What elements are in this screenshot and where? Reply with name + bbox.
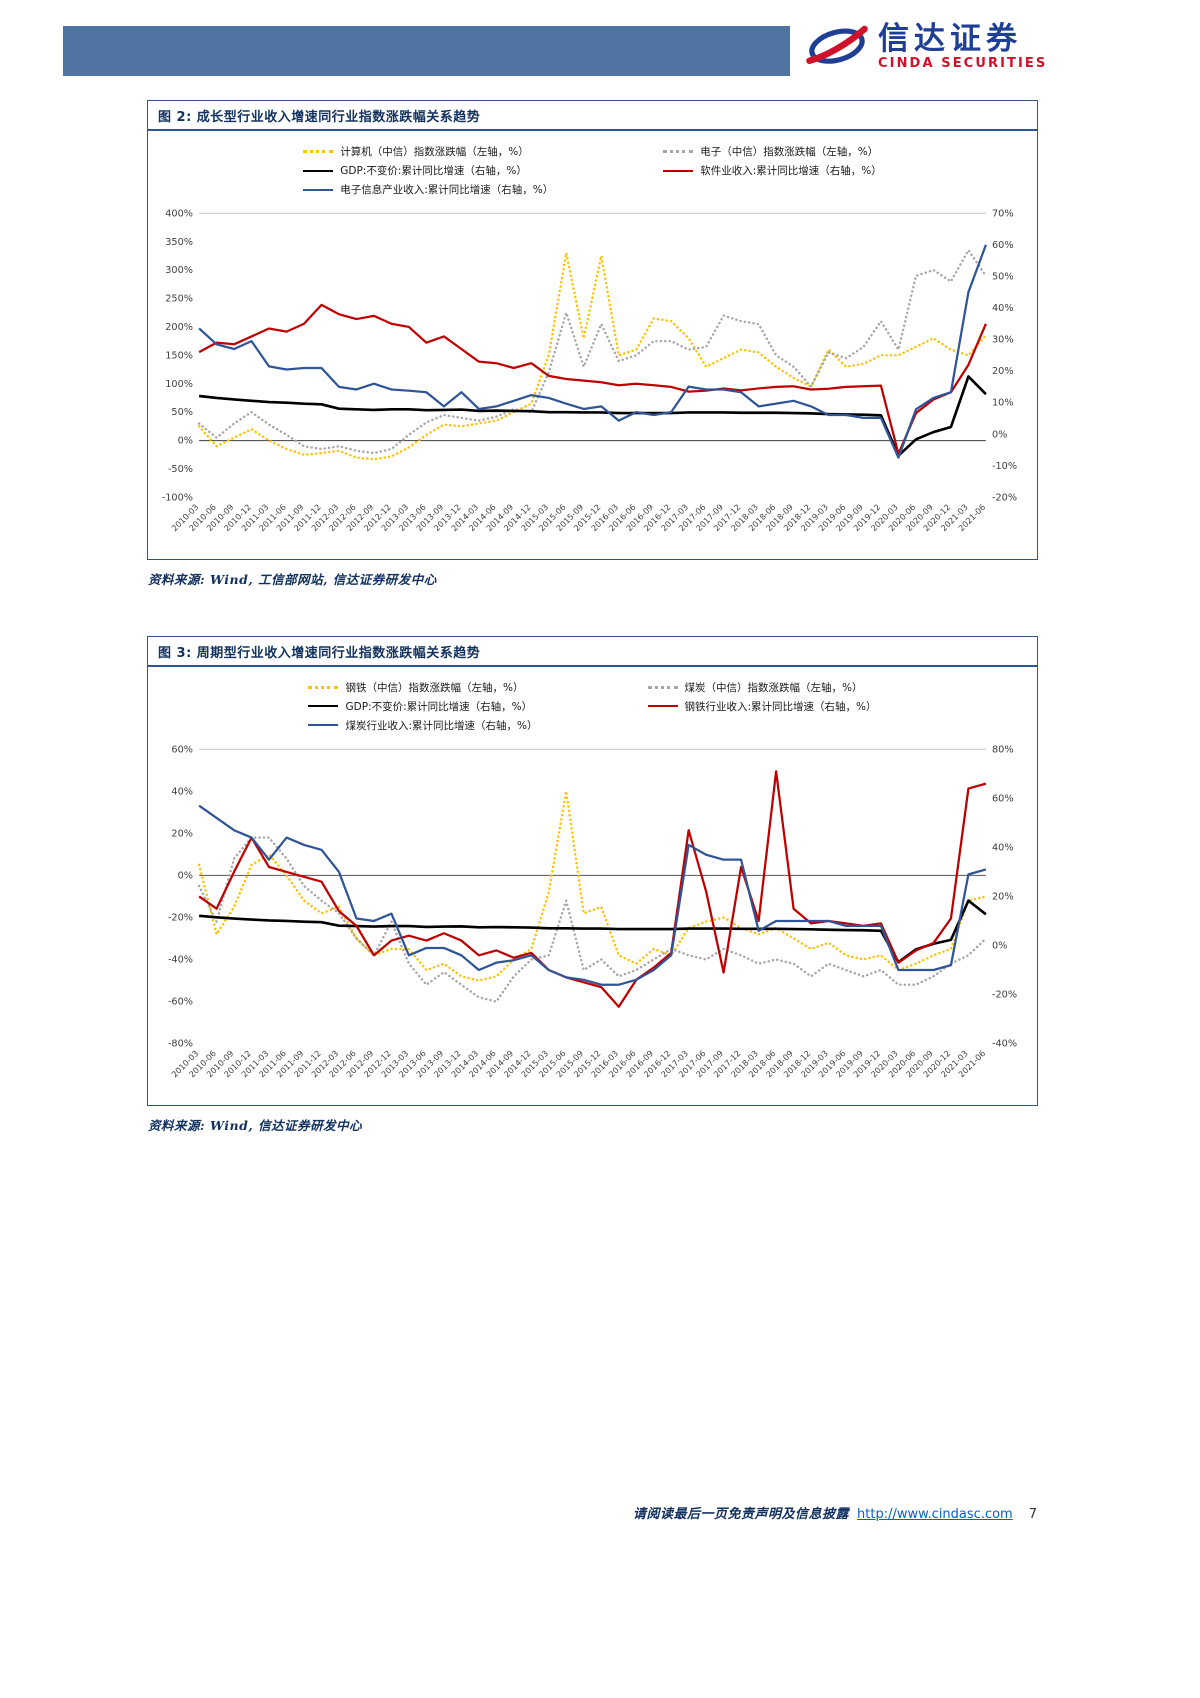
svg-text:-20%: -20% [992,989,1017,1000]
svg-text:60%: 60% [992,240,1014,251]
svg-text:40%: 40% [171,786,193,797]
svg-text:20%: 20% [171,828,193,839]
brand-name-cn: 信达证券 [878,20,1022,57]
legend-item: 软件业收入:累计同比增速（右轴，%） [663,163,882,178]
legend-item: 电子（中信）指数涨跌幅（左轴，%） [663,144,882,159]
legend-item: GDP:不变价:累计同比增速（右轴，%） [308,699,537,714]
page-number: 7 [1028,1507,1037,1522]
svg-text:10%: 10% [992,398,1014,409]
legend-swatch-icon [303,150,334,153]
svg-text:80%: 80% [992,744,1014,755]
figure3-source: 资料来源: Wind, 信达证券研发中心 [148,1117,363,1133]
svg-text:300%: 300% [165,265,193,276]
legend-item: 计算机（中信）指数涨跌幅（左轴，%） [303,144,553,159]
svg-text:-10%: -10% [992,461,1017,472]
legend-label: 计算机（中信）指数涨跌幅（左轴，%） [340,146,529,158]
legend-item: 煤炭（中信）指数涨跌幅（左轴，%） [647,680,877,695]
legend-label: 电子（中信）指数涨跌幅（左轴，%） [700,146,879,158]
svg-text:100%: 100% [165,379,193,390]
figure3-chart: 60% 40% 20% 0% -20% -40% -60% -80% 80% 60% 40% 20% 0… [168,744,1017,1079]
legend-swatch-icon [647,685,678,689]
svg-text:70%: 70% [992,208,1014,219]
legend-swatch-icon [308,685,339,689]
figure2-legend: 计算机（中信）指数涨跌幅（左轴，%） 电子（中信）指数涨跌幅（左轴，%） GDP:不… [148,131,1037,199]
svg-text:40%: 40% [992,842,1014,853]
svg-text:0%: 0% [178,870,193,881]
svg-text:20%: 20% [992,366,1014,377]
legend-swatch-icon [303,188,334,191]
svg-text:30%: 30% [992,335,1014,346]
svg-text:-50%: -50% [168,464,193,475]
svg-text:-100%: -100% [162,492,193,503]
figure2-title: 图 2: 成长型行业收入增速同行业指数涨跌幅关系趋势 [148,101,1037,131]
legend-label: GDP:不变价:累计同比增速（右轴，%） [340,165,527,177]
legend-swatch-icon [303,169,334,172]
svg-text:-20%: -20% [992,492,1017,503]
svg-text:250%: 250% [165,294,193,305]
legend-label: GDP:不变价:累计同比增速（右轴，%） [345,700,533,713]
footer-disclaimer: 请阅读最后一页免责声明及信息披露 [633,1507,850,1522]
header-band [63,26,790,76]
legend-item: GDP:不变价:累计同比增速（右轴，%） [303,163,553,178]
legend-swatch-icon [308,705,339,708]
svg-text:350%: 350% [165,237,193,248]
svg-text:-40%: -40% [992,1038,1017,1049]
legend-swatch-icon [663,169,694,172]
svg-text:60%: 60% [171,744,193,755]
figure3-legend: 钢铁（中信）指数涨跌幅（左轴，%） 煤炭（中信）指数涨跌幅（左轴，%） GDP:不变… [148,667,1037,735]
report-content: 图 2: 成长型行业收入增速同行业指数涨跌幅关系趋势 计算机（中信）指数涨跌幅（… [147,100,1038,1134]
legend-label: 电子信息产业收入:累计同比增速（右轴，%） [340,184,554,196]
figure2-box: 图 2: 成长型行业收入增速同行业指数涨跌幅关系趋势 计算机（中信）指数涨跌幅（… [147,100,1038,560]
svg-text:150%: 150% [165,350,193,361]
figure2-source: 资料来源: Wind, 工信部网站, 信达证券研发中心 [148,571,437,587]
cinda-swoosh-icon [806,25,868,65]
svg-text:50%: 50% [171,407,193,418]
svg-text:-40%: -40% [168,954,193,965]
svg-text:50%: 50% [992,271,1014,282]
legend-item: 钢铁（中信）指数涨跌幅（左轴，%） [308,680,537,695]
legend-item: 电子信息产业收入:累计同比增速（右轴，%） [303,182,553,197]
svg-text:-20%: -20% [168,912,193,923]
brand-logo: 信达证券 CINDA SECURITIES [806,20,1047,74]
legend-swatch-icon [308,724,339,727]
svg-text:40%: 40% [992,303,1014,314]
figure3-box: 图 3: 周期型行业收入增速同行业指数涨跌幅关系趋势 钢铁（中信）指数涨跌幅（左… [147,635,1038,1106]
legend-label: 煤炭（中信）指数涨跌幅（左轴，%） [684,681,863,694]
legend-label: 钢铁行业收入:累计同比增速（右轴，%） [684,700,877,713]
legend-swatch-icon [647,705,678,708]
legend-item: 钢铁行业收入:累计同比增速（右轴，%） [647,699,877,714]
page-footer: 请阅读最后一页免责声明及信息披露 http://www.cindasc.com … [0,1503,1037,1522]
legend-label: 钢铁（中信）指数涨跌幅（左轴，%） [345,681,524,694]
svg-text:0%: 0% [992,429,1007,440]
svg-text:0%: 0% [992,940,1007,951]
legend-item: 煤炭行业收入:累计同比增速（右轴，%） [308,718,538,733]
svg-text:60%: 60% [992,793,1014,804]
svg-text:-60%: -60% [168,996,193,1007]
legend-label: 软件业收入:累计同比增速（右轴，%） [700,165,882,177]
figure2-chart: 400% 350% 300% 250% 200% 150% 100% 50% 0% -50% -10… [162,208,1017,533]
svg-text:200%: 200% [165,322,193,333]
brand-text: 信达证券 CINDA SECURITIES [878,20,1048,72]
svg-text:20%: 20% [992,891,1014,902]
svg-text:400%: 400% [165,208,193,219]
figure-gap [147,588,1038,636]
svg-text:0%: 0% [178,436,193,447]
legend-swatch-icon [663,150,694,153]
figure3-title: 图 3: 周期型行业收入增速同行业指数涨跌幅关系趋势 [148,637,1037,667]
footer-url-link[interactable]: http://www.cindasc.com [857,1507,1013,1522]
svg-text:-80%: -80% [168,1038,193,1049]
legend-label: 煤炭行业收入:累计同比增速（右轴，%） [345,719,538,732]
brand-name-en: CINDA SECURITIES [878,56,1048,72]
